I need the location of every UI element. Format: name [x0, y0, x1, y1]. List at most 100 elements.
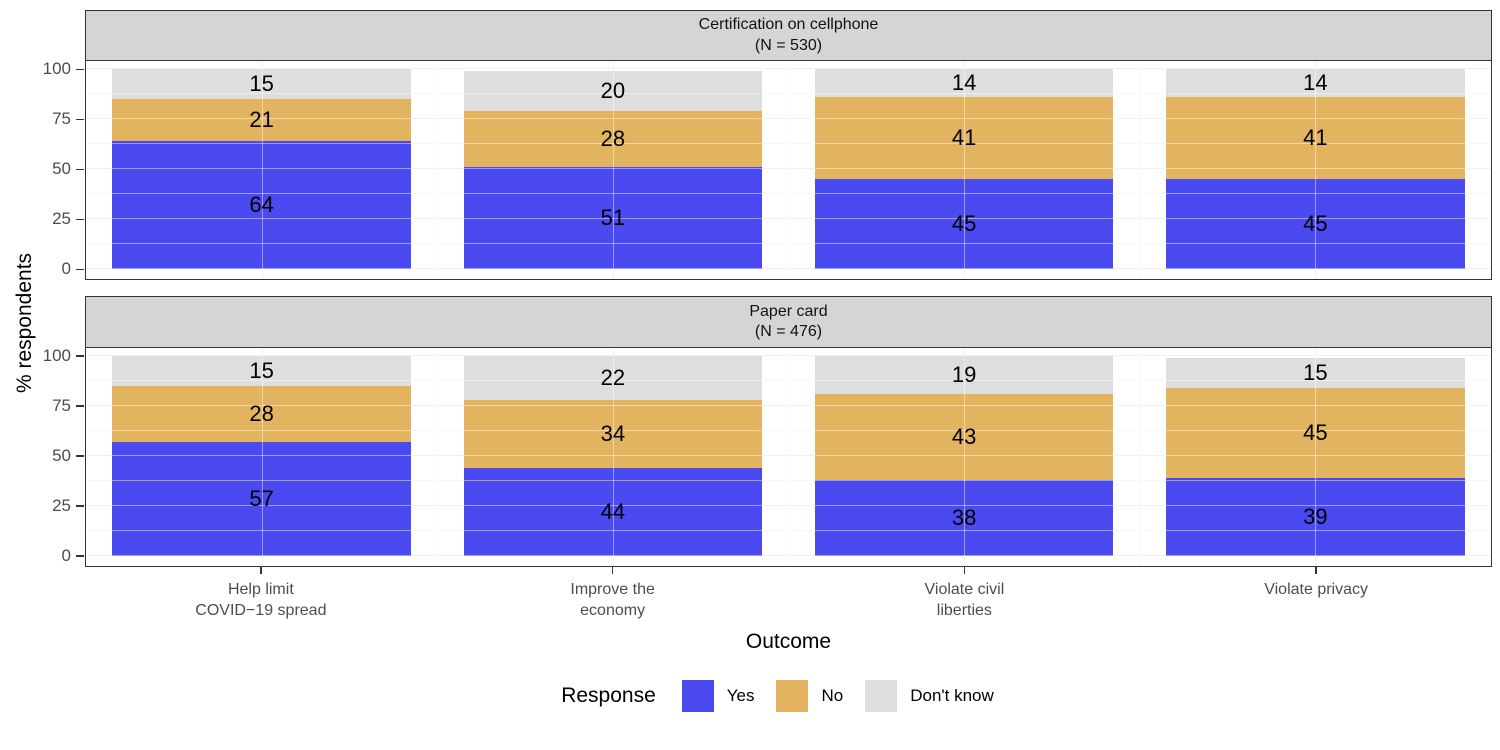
y-axis-tick-label: 50 — [52, 445, 71, 465]
bar-value-label: 15 — [249, 71, 274, 97]
y-axis-tick — [76, 505, 85, 507]
gridline-overlay — [1315, 61, 1317, 280]
gridline-overlay — [86, 218, 1491, 220]
bar-slots: 57 28 15 44 34 22 38 43 19 39 45 15 — [86, 348, 1491, 566]
bar-slot: 57 28 15 — [86, 348, 437, 566]
x-axis-tick — [611, 566, 614, 574]
bar-value-label: 51 — [600, 205, 626, 231]
y-axis-tick-label: 75 — [52, 395, 71, 415]
bar-value-label: 41 — [951, 125, 977, 151]
x-axis-category: Improve the economy — [437, 566, 789, 623]
gridline-overlay — [86, 93, 1491, 95]
x-axis-label: Violate civil liberties — [925, 579, 1005, 623]
y-axis-tick-label: 25 — [52, 209, 71, 229]
y-axis-tick-label: 25 — [52, 495, 71, 515]
bar-segment-no: 45 — [1166, 387, 1465, 478]
y-axis-tick — [76, 455, 85, 457]
gridline-minor — [788, 347, 790, 566]
facet-strip: Certification on cellphone (N = 530) — [85, 10, 1492, 62]
x-axis-label-line: economy — [580, 602, 646, 620]
legend-entry-label: Don't know — [910, 685, 994, 705]
stacked-bar: 57 28 15 — [112, 355, 411, 556]
x-axis-label: Violate privacy — [1264, 579, 1368, 623]
gridline-minor — [437, 61, 439, 280]
bar-slot: 51 28 20 — [437, 61, 788, 279]
bar-slot: 64 21 15 — [86, 61, 437, 279]
gridline-minor — [1139, 347, 1141, 566]
bar-value-label: 38 — [951, 504, 977, 530]
x-axis-label: Improve the economy — [570, 579, 654, 623]
bar-value-label: 14 — [1303, 70, 1328, 96]
y-axis-title: % respondents — [12, 68, 38, 578]
gridline-overlay — [86, 429, 1491, 431]
x-axis-tick — [260, 566, 262, 574]
gridline-overlay — [612, 347, 614, 566]
bar-segment-don-t-know: 14 — [814, 69, 1114, 98]
y-axis-tick — [76, 355, 85, 357]
bar-value-label: 34 — [600, 420, 626, 446]
gridline-minor — [1139, 61, 1141, 280]
gridline-overlay — [86, 479, 1491, 481]
bar-value-label: 39 — [1303, 503, 1328, 529]
y-axis-tick-label: 0 — [61, 259, 71, 279]
gridline-overlay — [86, 529, 1491, 531]
x-axis-label-line: liberties — [936, 602, 992, 620]
bar-value-label: 21 — [249, 107, 274, 133]
bar-value-label: 41 — [1303, 125, 1328, 151]
x-axis-label-line: Help limit — [227, 580, 294, 598]
y-axis-tick-label: 100 — [42, 59, 71, 79]
bar-value-label: 57 — [249, 485, 274, 511]
x-axis-label: Help limit COVID−19 spread — [195, 579, 326, 623]
x-axis-category: Violate civil liberties — [789, 566, 1141, 623]
y-axis-tick-label: 100 — [42, 345, 71, 365]
gridline-overlay — [788, 61, 790, 280]
gridline-overlay — [964, 347, 966, 566]
legend-entry: Don't know — [865, 679, 994, 712]
y-axis-tick — [76, 555, 85, 557]
gridline-overlay — [86, 118, 1491, 120]
bar-segment-no: 41 — [814, 97, 1114, 180]
gridline-overlay — [86, 379, 1491, 381]
bar-segment-don-t-know: 15 — [112, 355, 411, 386]
x-axis-title: Outcome — [745, 629, 832, 653]
bar-segment-no: 41 — [1166, 97, 1465, 180]
bar-segment-yes: 38 — [814, 479, 1114, 556]
bar-segment-don-t-know: 19 — [814, 355, 1114, 394]
stacked-bar: 45 41 14 — [1166, 69, 1465, 270]
facet-panel: 64 21 15 51 28 20 45 41 14 45 41 14 0 25 50 75 100 — [43, 59, 1492, 281]
x-axis-tick — [963, 566, 966, 574]
stacked-bar: 64 21 15 — [112, 69, 411, 270]
stacked-bar: 45 41 14 — [814, 69, 1114, 270]
gridline-overlay — [612, 61, 614, 280]
gridline-overlay — [86, 193, 1491, 195]
bar-segment-no: 43 — [814, 393, 1114, 480]
bar-segment-yes: 64 — [112, 141, 411, 270]
facet-strip: Paper card (N = 476) — [85, 296, 1492, 349]
plot-area: Certification on cellphone (N = 530) 64 21 1… — [43, 10, 1492, 712]
bar-slot: 45 41 14 — [1140, 61, 1491, 279]
x-axis-label-line: COVID−19 spread — [195, 602, 327, 620]
bar-value-label: 14 — [951, 70, 977, 96]
facet-title-line: (N = 530) — [754, 37, 823, 54]
bar-value-label: 20 — [600, 78, 626, 104]
y-axis-tick-label: 50 — [52, 159, 71, 179]
gridline-overlay — [86, 554, 1491, 556]
facet-title-line: (N = 476) — [754, 323, 823, 341]
bar-segment-don-t-know: 15 — [1166, 357, 1465, 388]
gridline-overlay — [86, 454, 1491, 456]
gridline-overlay — [1315, 347, 1317, 566]
gridline-overlay — [86, 268, 1491, 270]
gridline-minor — [437, 347, 439, 566]
bar-slot: 44 34 22 — [437, 348, 788, 566]
x-axis-label-line: Violate privacy — [1264, 580, 1368, 598]
gridline-overlay — [261, 61, 263, 280]
y-axis-tick — [76, 218, 85, 221]
bar-value-label: 44 — [600, 498, 626, 524]
gridline-overlay — [1139, 347, 1141, 566]
bar-segment-yes: 39 — [1166, 477, 1465, 556]
bar-segment-don-t-know: 14 — [1166, 69, 1465, 98]
legend-entry: Yes — [681, 679, 754, 712]
bar-slots: 64 21 15 51 28 20 45 41 14 45 41 14 — [86, 61, 1491, 279]
gridline-overlay — [437, 347, 439, 566]
bar-slot: 45 41 14 — [789, 61, 1140, 279]
